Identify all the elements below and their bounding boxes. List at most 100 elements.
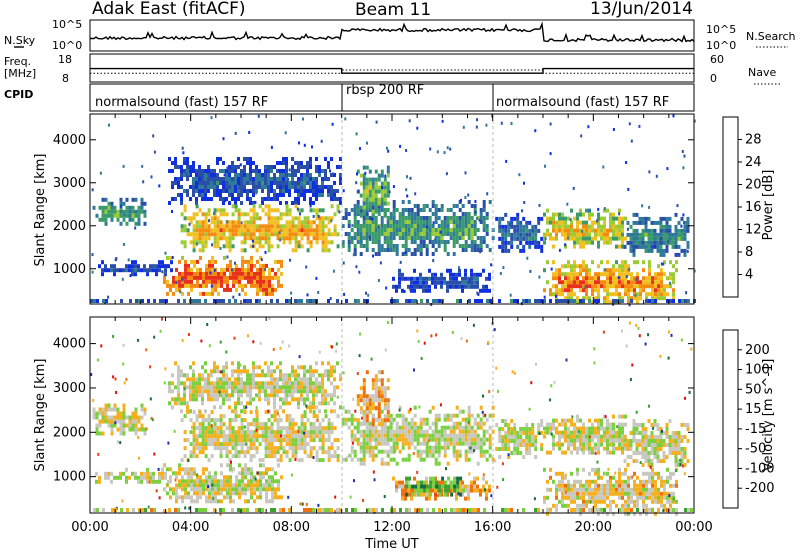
range-cell bbox=[183, 397, 186, 402]
range-cell bbox=[213, 177, 216, 181]
range-cell bbox=[226, 283, 229, 288]
range-cell bbox=[315, 450, 319, 455]
range-cell bbox=[271, 499, 274, 504]
range-cell bbox=[371, 216, 375, 220]
range-cell bbox=[131, 415, 135, 420]
range-cell bbox=[615, 284, 618, 289]
range-cell bbox=[264, 197, 267, 201]
range-cell bbox=[189, 240, 193, 245]
range-cell bbox=[276, 458, 280, 463]
range-cell bbox=[264, 236, 268, 241]
range-cell bbox=[464, 441, 468, 446]
range-cell bbox=[237, 454, 241, 459]
range-cell bbox=[273, 177, 276, 181]
range-cell bbox=[324, 240, 328, 245]
range-cell bbox=[219, 169, 222, 173]
range-cell bbox=[416, 224, 420, 228]
range-cell bbox=[213, 438, 217, 443]
range-cell bbox=[240, 434, 244, 439]
range-cell bbox=[149, 475, 152, 480]
range-cell bbox=[603, 208, 606, 213]
range-cell bbox=[597, 224, 600, 229]
range-cell bbox=[567, 228, 570, 233]
range-cell bbox=[297, 385, 300, 390]
range-cell bbox=[276, 197, 279, 201]
range-cell bbox=[422, 441, 426, 446]
range-cell bbox=[507, 447, 511, 451]
range-cell bbox=[668, 240, 672, 245]
range-cell bbox=[377, 244, 381, 248]
range-cell bbox=[244, 283, 247, 288]
range-cell bbox=[374, 437, 378, 442]
range-cell bbox=[315, 165, 318, 169]
range-cell bbox=[332, 269, 335, 273]
range-cell bbox=[374, 406, 378, 411]
range-cell bbox=[140, 197, 144, 202]
range-cell bbox=[657, 280, 660, 285]
range-cell bbox=[434, 476, 437, 481]
range-cell bbox=[582, 220, 585, 225]
range-cell bbox=[488, 288, 491, 293]
range-cell bbox=[252, 201, 255, 205]
range-cell bbox=[249, 422, 253, 427]
range-cell bbox=[377, 370, 381, 375]
range-cell bbox=[344, 421, 348, 426]
range-cell bbox=[591, 260, 594, 265]
range-cell bbox=[324, 169, 327, 173]
range-cell bbox=[213, 232, 217, 237]
range-cell bbox=[650, 236, 654, 241]
range-cell bbox=[645, 292, 648, 297]
range-cell bbox=[180, 228, 184, 233]
range-cell bbox=[228, 248, 232, 253]
range-cell bbox=[419, 457, 423, 462]
range-cell bbox=[255, 177, 258, 181]
range-cell bbox=[467, 457, 471, 462]
range-cell bbox=[359, 205, 363, 210]
range-cell bbox=[192, 169, 195, 173]
range-cell bbox=[241, 263, 244, 268]
range-cell bbox=[190, 483, 193, 488]
range-cell bbox=[443, 453, 447, 458]
range-cell bbox=[365, 402, 369, 407]
range-cell bbox=[324, 389, 327, 394]
range-cell bbox=[597, 280, 600, 285]
range-cell bbox=[482, 208, 486, 212]
range-cell bbox=[371, 181, 375, 186]
range-cell bbox=[240, 418, 244, 423]
range-cell bbox=[449, 441, 453, 446]
range-cell bbox=[259, 495, 262, 500]
range-cell bbox=[171, 381, 174, 386]
range-cell bbox=[425, 280, 428, 285]
range-cell bbox=[380, 228, 384, 232]
range-cell bbox=[455, 437, 459, 442]
range-cell bbox=[282, 381, 285, 386]
range-cell bbox=[208, 279, 211, 284]
range-cell bbox=[101, 407, 105, 412]
range-cell bbox=[401, 433, 405, 438]
range-cell bbox=[246, 438, 250, 443]
range-cell bbox=[261, 173, 264, 177]
range-cell bbox=[237, 165, 240, 169]
range-cell bbox=[615, 236, 618, 241]
range-cell bbox=[288, 299, 291, 303]
range-cell bbox=[262, 271, 265, 276]
range-cell bbox=[309, 177, 312, 181]
range-cell bbox=[386, 236, 390, 240]
range-cell bbox=[446, 146, 449, 150]
range-cell bbox=[657, 288, 660, 293]
range-cell bbox=[249, 442, 253, 447]
range-cell bbox=[498, 447, 502, 451]
range-cell bbox=[231, 161, 234, 165]
range-cell bbox=[383, 197, 387, 202]
range-cell bbox=[546, 208, 549, 213]
range-cell bbox=[90, 299, 93, 303]
freq-label: Freq. bbox=[4, 55, 31, 68]
range-cell bbox=[485, 216, 489, 220]
range-cell bbox=[362, 189, 366, 194]
range-cell bbox=[270, 224, 274, 229]
range-cell bbox=[660, 262, 663, 266]
range-cell bbox=[210, 197, 213, 201]
range-cell bbox=[92, 407, 96, 412]
range-cell bbox=[333, 385, 336, 390]
range-cell bbox=[582, 288, 585, 293]
